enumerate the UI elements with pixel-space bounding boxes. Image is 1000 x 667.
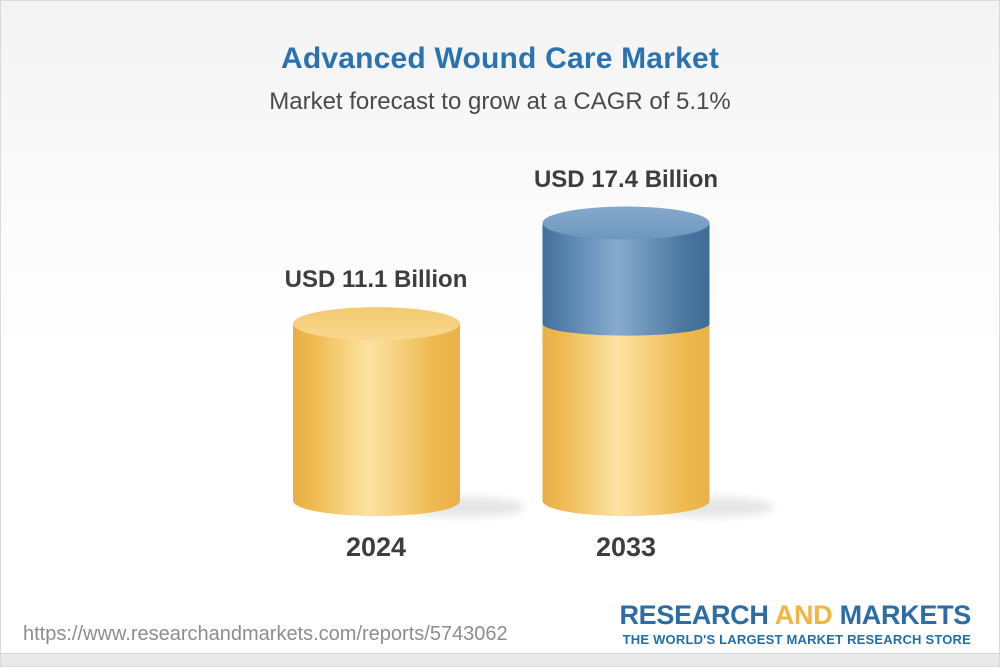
bottom-divider-band — [1, 653, 999, 666]
category-label-2033: 2033 — [595, 532, 657, 562]
brand-word-research: RESEARCH — [619, 600, 769, 630]
bars-layer — [293, 206, 774, 517]
bar-segment-2024-base — [293, 323, 460, 517]
cylinder-top-2033 — [542, 206, 710, 240]
category-label-2024: 2024 — [345, 532, 407, 562]
chart-title: Advanced Wound Care Market — [280, 42, 720, 75]
brand-logo-wordmark: RESEARCH AND MARKETS — [619, 602, 971, 629]
brand-tagline: THE WORLD'S LARGEST MARKET RESEARCH STOR… — [622, 632, 971, 647]
value-label-2024: USD 11.1 Billion — [284, 266, 468, 293]
cylinder-top-2024 — [293, 307, 460, 341]
chart-subtitle: Market forecast to grow at a CAGR of 5.1… — [269, 88, 731, 115]
bar-segment-2033-base — [542, 323, 710, 517]
value-label-2033: USD 17.4 Billion — [533, 166, 719, 193]
bar-segment-2033-growth — [542, 223, 710, 336]
brand-word-and: AND — [774, 600, 833, 630]
report-url-link[interactable]: https://www.researchandmarkets.com/repor… — [23, 623, 508, 645]
brand-word-markets: MARKETS — [839, 600, 972, 630]
brand-logo[interactable]: RESEARCH AND MARKETS THE WORLD'S LARGEST… — [619, 602, 971, 648]
